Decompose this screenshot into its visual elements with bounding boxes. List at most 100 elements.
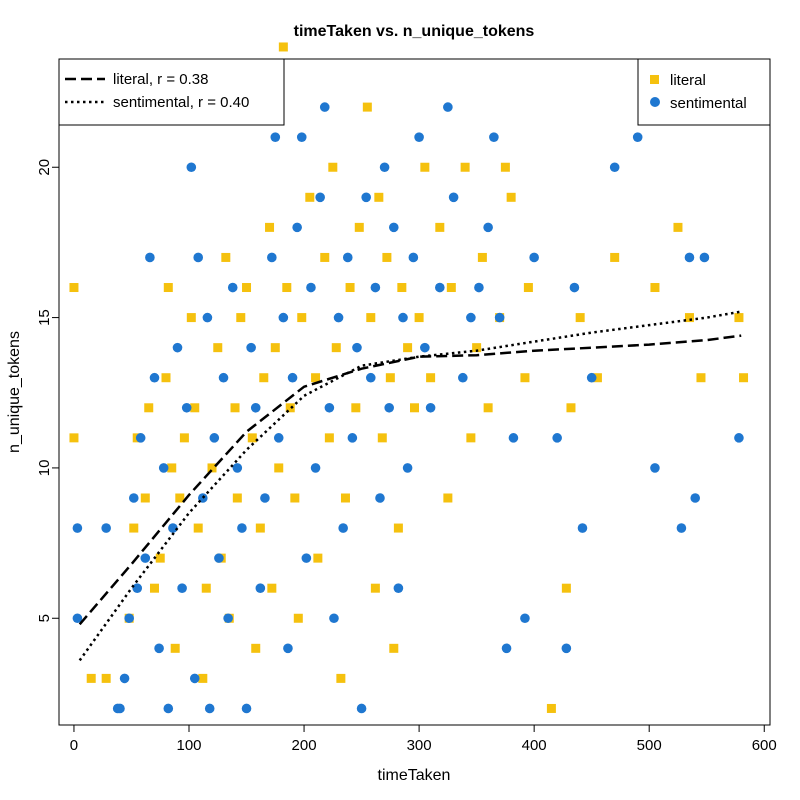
point-sentimental [283,643,293,654]
point-literal [345,283,355,293]
point-sentimental [577,523,588,533]
point-literal [232,493,242,503]
point-sentimental [393,583,404,593]
point-sentimental [140,553,151,563]
chart-title: timeTaken vs. n_unique_tokens [294,23,535,40]
point-sentimental [186,162,197,173]
point-literal [251,643,261,653]
point-sentimental [267,252,277,263]
point-legend: literal sentimental [637,58,771,126]
point-sentimental [448,192,459,203]
point-sentimental [198,493,208,503]
point-sentimental [319,102,330,112]
point-legend-label-sentimental: sentimental [670,95,747,112]
point-sentimental [287,372,298,383]
point-sentimental [237,523,247,533]
point-sentimental [609,162,620,173]
point-sentimental [214,553,224,563]
point-sentimental [329,613,339,624]
literal-fit-line [78,334,742,626]
point-sentimental [632,132,643,142]
point-literal [236,313,246,323]
point-literal [282,283,292,293]
point-sentimental [384,402,394,413]
point-literal [155,553,165,563]
point-literal [460,162,470,172]
point-literal [221,252,231,262]
point-sentimental [388,222,399,233]
point-literal [354,222,364,232]
point-literal [410,403,419,413]
y-tick-label: 10 [36,460,53,477]
point-literal [420,162,430,172]
point-literal [385,373,395,383]
point-literal [500,162,510,172]
point-sentimental [466,312,476,323]
point-literal [696,373,706,383]
point-literal [684,313,694,323]
point-sentimental [699,252,710,263]
point-sentimental [379,162,390,173]
point-sentimental [370,282,381,293]
point-literal [320,252,330,262]
point-literal [328,162,338,172]
square-marker-swatch [650,75,659,84]
point-sentimental [124,613,134,624]
point-literal [389,643,399,653]
point-sentimental [292,222,302,233]
point-literal [366,313,376,323]
point-sentimental [561,643,572,654]
x-tick-label: 200 [292,737,317,754]
point-literal [443,493,453,503]
point-literal [144,403,154,413]
point-literal [179,433,189,443]
point-literal [393,523,403,533]
point-sentimental [338,523,348,533]
point-sentimental [508,433,519,443]
point-sentimental [168,523,178,533]
y-axis: 5 10 15 20 [36,159,60,622]
line-legend: literal, r = 0.38 sentimental, r = 0.40 [58,58,285,126]
point-literal [377,433,387,443]
point-literal [506,192,516,202]
y-tick-label: 20 [36,159,53,176]
point-literal [305,192,315,202]
point-sentimental [489,132,499,142]
point-literal [242,283,252,293]
point-sentimental [270,132,281,142]
point-literal [472,343,482,353]
point-sentimental [72,613,83,624]
point-sentimental [690,493,701,503]
fit-lines-layer [78,310,742,662]
point-sentimental [227,282,238,293]
x-tick-label: 300 [407,737,432,754]
point-sentimental [296,132,307,142]
point-literal [274,463,284,473]
point-literal [313,553,323,563]
point-literal [265,222,275,232]
point-sentimental [342,252,353,263]
point-literal [255,523,265,533]
point-literal [374,192,384,202]
point-literal [426,373,436,383]
point-sentimental [361,192,371,203]
line-legend-label-sentimental: sentimental, r = 0.40 [113,94,249,111]
point-literal [207,463,217,473]
x-tick-label: 500 [637,737,662,754]
point-sentimental [408,252,419,263]
point-sentimental [232,463,243,473]
point-sentimental [501,643,512,654]
point-literal [198,673,208,683]
point-sentimental [250,402,261,413]
point-literal [397,283,407,293]
point-literal [230,403,240,413]
point-sentimental [181,402,192,413]
point-literal [201,583,211,593]
point-sentimental [177,583,187,593]
point-sentimental [586,372,597,383]
point-sentimental [414,132,424,142]
point-sentimental [119,673,130,684]
x-tick-label: 0 [70,737,78,754]
point-sentimental [315,192,325,203]
